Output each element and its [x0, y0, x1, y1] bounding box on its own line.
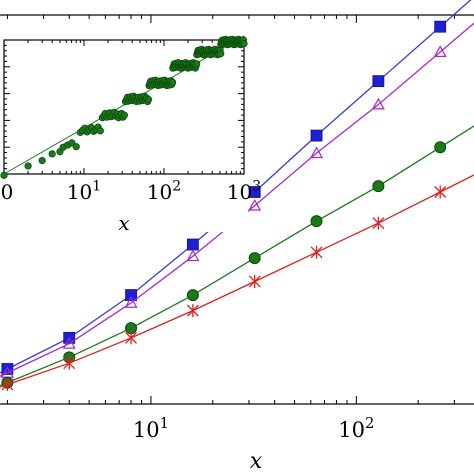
inset-x-tick-label-exp: 3	[252, 179, 261, 195]
main-x-tick-label-base: 10	[133, 418, 160, 442]
inset-x-tick-label-base: 10	[227, 180, 252, 204]
data-point-circle	[434, 141, 447, 154]
inset-x-tick-label-exp: 1	[92, 179, 101, 195]
data-point-square	[434, 20, 447, 33]
data-point-x	[63, 356, 76, 370]
inset-x-tick-label: 102	[147, 179, 181, 204]
inset-data-point	[168, 78, 177, 86]
inset-x-tick-label: 0	[1, 180, 14, 204]
main-x-tick-label-exp: 2	[365, 415, 374, 432]
series-line	[0, 174, 474, 388]
data-point-x	[434, 185, 447, 199]
inset-fit-line	[3, 35, 245, 175]
data-point-square	[310, 129, 323, 142]
data-point-square	[248, 186, 261, 198]
inset-x-tick-label-base: 10	[147, 180, 172, 204]
data-point-circle	[186, 289, 199, 302]
inset-x-tick-label: 101	[67, 179, 101, 204]
main-x-tick-label: 101	[133, 415, 169, 442]
main-x-tick-label-base: 10	[338, 418, 365, 442]
data-point-triangle	[371, 97, 385, 110]
data-point-square	[372, 75, 385, 88]
inset-data-point	[48, 150, 56, 158]
inset-data-point	[120, 111, 129, 119]
data-point-x	[1, 378, 14, 392]
data-point-triangle	[433, 45, 447, 57]
inset-data-point	[193, 60, 201, 68]
inset-data-point	[240, 40, 248, 48]
main-x-tick-label-exp: 1	[160, 415, 169, 432]
data-point-triangle	[248, 198, 262, 211]
inset-x-tick-label-exp: 2	[172, 179, 181, 195]
main-x-tick-label: 102	[338, 415, 374, 442]
data-point-square	[186, 238, 199, 251]
inset-data-point	[72, 143, 80, 151]
inset-data-point	[144, 95, 153, 104]
data-point-triangle	[310, 146, 324, 159]
data-point-square	[125, 289, 137, 301]
main-x-axis-label: x	[250, 449, 263, 474]
inset-data-point	[38, 157, 46, 165]
inset-data-point	[24, 162, 32, 170]
inset-x-axis-label: x	[118, 211, 129, 235]
inset-x-tick-label-base: 10	[67, 180, 92, 204]
main-plot-frame	[0, 14, 474, 405]
inset-frame	[3, 39, 245, 175]
data-point-triangle	[124, 296, 138, 308]
data-point-circle	[372, 180, 385, 193]
data-point-x	[372, 216, 385, 230]
data-point-triangle	[62, 336, 76, 349]
data-point-triangle	[186, 249, 200, 262]
series-line	[0, 125, 474, 387]
series-x	[0, 174, 474, 392]
data-point-x	[310, 245, 323, 259]
data-point-circle	[310, 215, 323, 228]
inset-data-point	[217, 50, 225, 58]
data-point-square	[1, 363, 14, 375]
data-point-x	[186, 304, 199, 318]
data-point-circle	[248, 252, 261, 265]
data-point-x	[125, 331, 138, 345]
inset-x-tick-label: 103	[227, 179, 261, 204]
inset-data-point	[96, 127, 104, 135]
inset-data-point	[0, 171, 8, 179]
data-point-x	[248, 274, 261, 288]
